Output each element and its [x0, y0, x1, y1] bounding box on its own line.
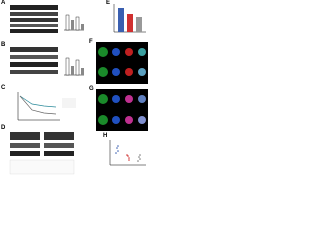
blot-band: [10, 62, 58, 67]
panel-label: F: [89, 39, 93, 45]
blot-band: [10, 132, 40, 140]
bar: [136, 17, 142, 32]
cell: [112, 68, 120, 76]
cell: [112, 48, 120, 56]
blot-band: [10, 70, 58, 74]
cell: [138, 68, 146, 76]
panel-label: G: [89, 86, 94, 92]
bar: [127, 14, 133, 32]
panel-label: B: [1, 42, 6, 48]
panel-h: [109, 140, 146, 166]
panel-label: A: [1, 0, 6, 6]
blot-band: [10, 143, 40, 148]
cell: [98, 67, 108, 77]
bar: [118, 8, 124, 32]
cell: [112, 95, 120, 103]
cell: [138, 48, 146, 56]
figure: A B C D E F G H: [1, 0, 148, 175]
blot-band: [10, 29, 58, 33]
panel-f: [96, 42, 148, 84]
cell: [125, 95, 133, 103]
bar: [65, 14, 70, 31]
cell: [138, 116, 146, 124]
cell: [98, 115, 108, 125]
legend: [62, 98, 76, 108]
bar: [65, 57, 70, 76]
panel-g: [96, 89, 148, 131]
panel-a: [10, 5, 84, 33]
dots: [126, 154, 130, 161]
panel-label: E: [106, 0, 110, 6]
blot-band: [10, 47, 58, 52]
cell: [98, 94, 108, 104]
bar: [71, 66, 74, 75]
bar: [71, 20, 74, 30]
cell: [125, 48, 133, 56]
blot-band: [10, 18, 58, 22]
panel-label: H: [103, 133, 107, 139]
blot-band: [10, 24, 58, 27]
panel-c: [17, 92, 76, 121]
bar: [81, 24, 84, 30]
panel-label: D: [1, 125, 6, 131]
line: [19, 95, 57, 115]
blot-band: [10, 151, 40, 156]
panel-label: C: [1, 85, 6, 91]
blot-band: [44, 151, 74, 156]
dots: [137, 154, 141, 162]
blot-band: [44, 143, 74, 148]
table: [9, 159, 75, 175]
panel-b: [10, 47, 84, 76]
bar: [75, 16, 80, 31]
bar: [81, 68, 84, 75]
panel-d: [9, 132, 75, 175]
cell: [112, 116, 120, 124]
cell: [98, 47, 108, 57]
cell: [125, 68, 133, 76]
cell: [138, 95, 146, 103]
blot-band: [10, 55, 58, 59]
cell: [125, 116, 133, 124]
blot-band: [10, 5, 58, 10]
line: [19, 95, 57, 108]
dots: [115, 145, 119, 154]
bar: [75, 59, 80, 76]
blot-band: [44, 132, 74, 140]
panel-e: [113, 4, 146, 33]
blot-band: [10, 12, 58, 16]
